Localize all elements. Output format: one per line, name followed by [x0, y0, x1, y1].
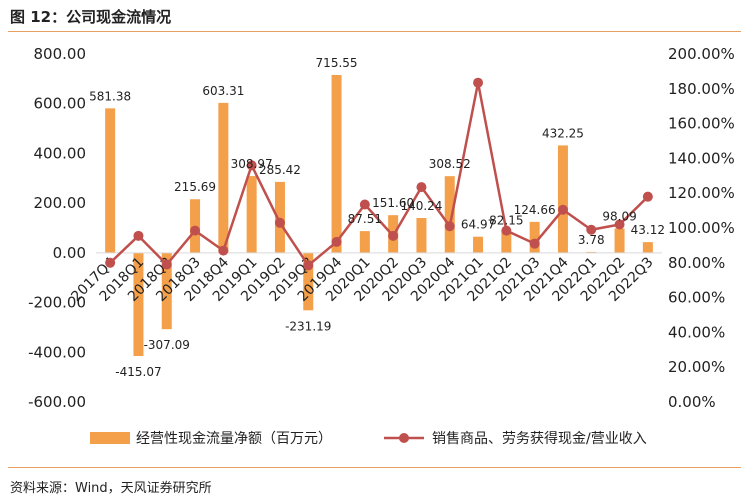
bar: [218, 102, 229, 253]
left-tick-label: -400.00: [28, 343, 86, 361]
source-note: 资料来源：Wind，天风证券研究所: [10, 481, 212, 496]
right-tick-label: 100.00%: [668, 219, 735, 237]
ratio-point: [359, 199, 370, 210]
right-tick-label: 0.00%: [668, 393, 716, 411]
bar: [331, 74, 342, 253]
left-tick-label: 600.00: [34, 95, 87, 113]
right-tick-label: 180.00%: [668, 80, 735, 98]
bar-data-label: 603.31: [202, 84, 244, 98]
ratio-point: [218, 245, 229, 256]
bar-data-label: 215.69: [174, 180, 216, 194]
bar: [246, 176, 257, 253]
bar: [529, 221, 540, 253]
bar: [557, 145, 568, 253]
ratio-point: [614, 219, 625, 230]
left-tick-label: 800.00: [34, 45, 87, 63]
legend-bar-swatch: [90, 432, 130, 444]
bar: [501, 232, 512, 253]
right-tick-label: 140.00%: [668, 149, 735, 167]
left-tick-label: 400.00: [34, 144, 87, 162]
bar: [133, 252, 144, 357]
right-tick-label: 80.00%: [668, 254, 725, 272]
bar: [473, 236, 484, 253]
right-tick-label: 160.00%: [668, 115, 735, 133]
bar-data-label: 581.38: [89, 89, 131, 103]
right-tick-label: 120.00%: [668, 184, 735, 202]
bar: [642, 242, 653, 253]
legend-bar-label: 经营性现金流量净额（百万元）: [136, 431, 332, 447]
bar-data-label: -415.07: [115, 365, 161, 379]
ratio-point: [303, 260, 314, 271]
bar-data-label: 432.25: [542, 126, 584, 140]
ratio-point: [388, 230, 399, 241]
left-tick-label: -200.00: [28, 294, 86, 312]
ratio-point: [274, 217, 285, 228]
ratio-point: [246, 160, 257, 171]
bar: [359, 231, 370, 253]
bar-data-label: 308.97: [231, 157, 273, 171]
bar-data-label: 151.60: [372, 196, 414, 210]
left-tick-label: 0.00: [53, 244, 86, 262]
legend-line-label: 销售商品、劳务获得现金/营业收入: [432, 430, 647, 447]
bar: [444, 176, 455, 253]
bar: [274, 181, 285, 253]
bar-data-label: 64.97: [461, 218, 495, 232]
cashflow-chart: -600.00 -400.00 -200.00 0.00 200.00 400.00 600…: [28, 45, 735, 447]
bar-data-label: 87.51: [348, 212, 382, 226]
legend-line-marker: [399, 433, 409, 443]
ratio-point: [586, 224, 597, 235]
bar-data-label: 285.42: [259, 163, 301, 177]
ratio-point: [416, 182, 427, 193]
bar-data-label: -307.09: [144, 338, 190, 352]
bar-data-label: -231.19: [285, 319, 331, 333]
ratio-point: [133, 230, 144, 241]
bar-data-label: 43.12: [631, 223, 665, 237]
bar-data-label: 715.55: [316, 56, 358, 70]
ratio-line: [109, 81, 649, 267]
bar: [303, 252, 314, 311]
ratio-point: [557, 204, 568, 215]
right-tick-label: 60.00%: [668, 289, 725, 307]
right-tick-label: 200.00%: [668, 45, 735, 63]
left-tick-label: 200.00: [34, 194, 87, 212]
bar-data-label: 124.66: [514, 203, 556, 217]
ratio-point: [529, 238, 540, 249]
bar: [614, 228, 625, 253]
top-rule: [8, 31, 741, 32]
bar-data-label: 140.24: [400, 199, 442, 213]
bar: [416, 217, 427, 253]
ratio-point: [473, 77, 484, 88]
right-tick-label: 20.00%: [668, 358, 725, 376]
figure-title: 图 12：公司现金流情况: [10, 8, 172, 26]
bar-data-label: 82.15: [489, 213, 523, 227]
ratio-point: [105, 257, 116, 268]
ratio-point: [331, 236, 342, 247]
bar-data-label: 3.78: [578, 233, 605, 247]
bar: [105, 108, 116, 253]
bar-data-label: 98.09: [602, 209, 636, 223]
ratio-point: [501, 225, 512, 236]
ratio-point: [642, 191, 653, 202]
ratio-point: [190, 225, 201, 236]
left-tick-label: -600.00: [28, 393, 86, 411]
ratio-point: [161, 259, 172, 270]
bar-data-label: 308.52: [429, 157, 471, 171]
bar: [161, 252, 172, 330]
right-tick-label: 40.00%: [668, 323, 725, 341]
ratio-point: [444, 221, 455, 232]
bottom-rule: [8, 467, 741, 468]
